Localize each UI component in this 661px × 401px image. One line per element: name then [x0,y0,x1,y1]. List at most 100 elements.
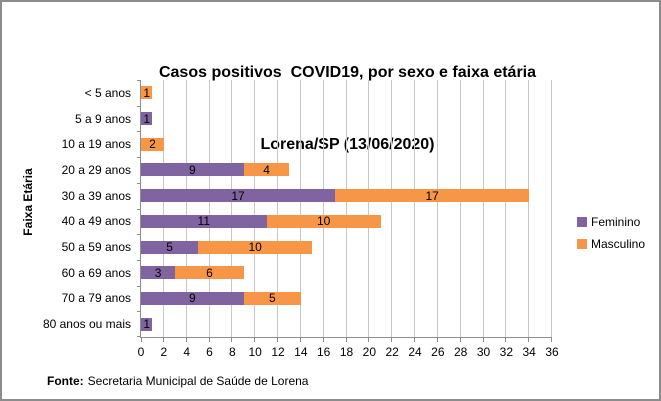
x-tick-label: 34 [522,345,536,359]
bar-segment-masculino: 5 [243,291,301,305]
x-tick-label: 24 [408,345,422,359]
y-tick-mark [137,311,140,313]
category-label: 40 a 49 anos [61,214,131,229]
gridline [345,80,347,337]
bar-row: 11 10 [141,214,381,228]
bar-segment-feminino: 3 [141,266,176,280]
chart-title: Casos positivos COVID19, por sexo e faix… [36,13,659,205]
x-tick-label: 6 [206,345,213,359]
category-label: 80 anos ou mais [42,317,131,332]
x-tick-mark [185,338,187,342]
bar-segment-feminino: 1 [141,317,153,331]
gridline [254,80,256,337]
source-label: Fonte: [47,374,84,388]
y-axis-category-labels: < 5 anos 5 a 9 anos 10 a 19 anos 20 a 29 an… [2,80,133,337]
x-tick-label: 30 [476,345,491,359]
gridline [208,80,210,337]
x-tick-mark [459,338,461,342]
legend-label: Masculino [591,237,646,251]
bar-segment-masculino: 10 [198,240,313,254]
x-tick-mark [551,338,552,342]
gridline [231,80,233,337]
legend-swatch-icon [577,217,587,227]
bar-segment-masculino: 10 [266,214,381,228]
legend-item-masculino: Masculino [577,237,645,251]
bar-row: 17 17 [141,189,530,203]
gridline [414,80,415,337]
category-label: 50 a 59 anos [61,240,131,255]
x-tick-label: 20 [362,345,376,359]
x-axis-tick-labels: 0 2 4 6 8 10 12 14 16 18 20 22 24 26 28 30 32 34 36 [138,345,559,360]
x-tick-mark [414,338,415,342]
legend-label: Feminino [591,215,641,229]
x-tick-mark [141,338,142,342]
gridline [391,80,393,337]
y-tick-mark [137,80,140,81]
x-tick-label: 8 [228,345,236,359]
bar-segment-feminino: 17 [141,189,336,203]
bar-segment-feminino: 5 [141,240,199,254]
y-tick-mark [137,285,140,287]
x-tick-mark [277,338,278,342]
y-tick-mark [137,105,140,107]
y-tick-mark [137,131,140,133]
bar-segment-masculino: 1 [141,86,153,100]
bar-row: 5 10 [141,240,313,254]
x-tick-label: 12 [271,345,285,359]
category-label: 60 a 69 anos [61,265,131,280]
x-tick-mark [162,338,164,342]
x-tick-label: 26 [431,345,445,359]
x-tick-label: 32 [499,345,513,359]
bar-segment-masculino: 17 [335,189,530,203]
x-tick-label: 2 [160,345,168,359]
x-tick-label: 28 [453,345,468,359]
gridline [551,80,552,337]
x-tick-label: 36 [545,345,559,359]
bar-row: 1 [141,86,153,100]
x-tick-mark [345,338,347,342]
x-tick-label: 18 [339,345,354,359]
legend-item-feminino: Feminino [577,215,645,229]
x-tick-label: 10 [248,345,262,359]
chart-title-line1: Casos positivos COVID19, por sexo e faix… [158,64,537,81]
gridline [482,80,484,337]
bar-segment-masculino: 4 [243,163,290,177]
bar-row: 1 [141,112,153,126]
x-tick-label: 22 [385,345,399,359]
category-label: 5 a 9 anos [74,111,131,126]
x-tick-mark [505,338,507,342]
gridline [528,80,530,337]
plot-area: 1 1 2 9 4 17 17 11 10 5 10 3 6 9 5 1 [137,80,552,342]
y-tick-mark [137,157,140,159]
x-tick-label: 0 [137,345,145,359]
y-tick-mark [137,259,140,261]
x-tick-mark [208,338,210,342]
gridline [322,80,324,337]
gridline [368,80,370,337]
x-tick-mark [231,338,233,342]
bar-row: 2 [141,137,164,151]
category-label: 70 a 79 anos [61,291,131,306]
bar-row: 1 [141,317,153,331]
y-tick-mark [137,234,140,236]
bar-segment-masculino: 6 [175,266,244,280]
gridline [459,80,461,337]
x-tick-label: 4 [183,345,190,359]
source-note: Fonte: Secretaria Municipal de Saúde de L… [47,374,308,388]
source-text: Secretaria Municipal de Saúde de Lorena [87,374,309,388]
x-tick-mark [299,338,301,342]
y-tick-mark [137,182,140,184]
x-tick-mark [322,338,324,342]
x-tick-mark [368,338,370,342]
bar-segment-feminino: 9 [141,291,244,305]
x-tick-mark [436,338,438,342]
x-tick-mark [391,338,393,342]
y-tick-mark [137,208,140,210]
bar-segment-feminino: 11 [141,214,267,228]
legend: Feminino Masculino [577,215,645,259]
x-tick-label: 16 [316,345,331,359]
gridline [505,80,507,337]
